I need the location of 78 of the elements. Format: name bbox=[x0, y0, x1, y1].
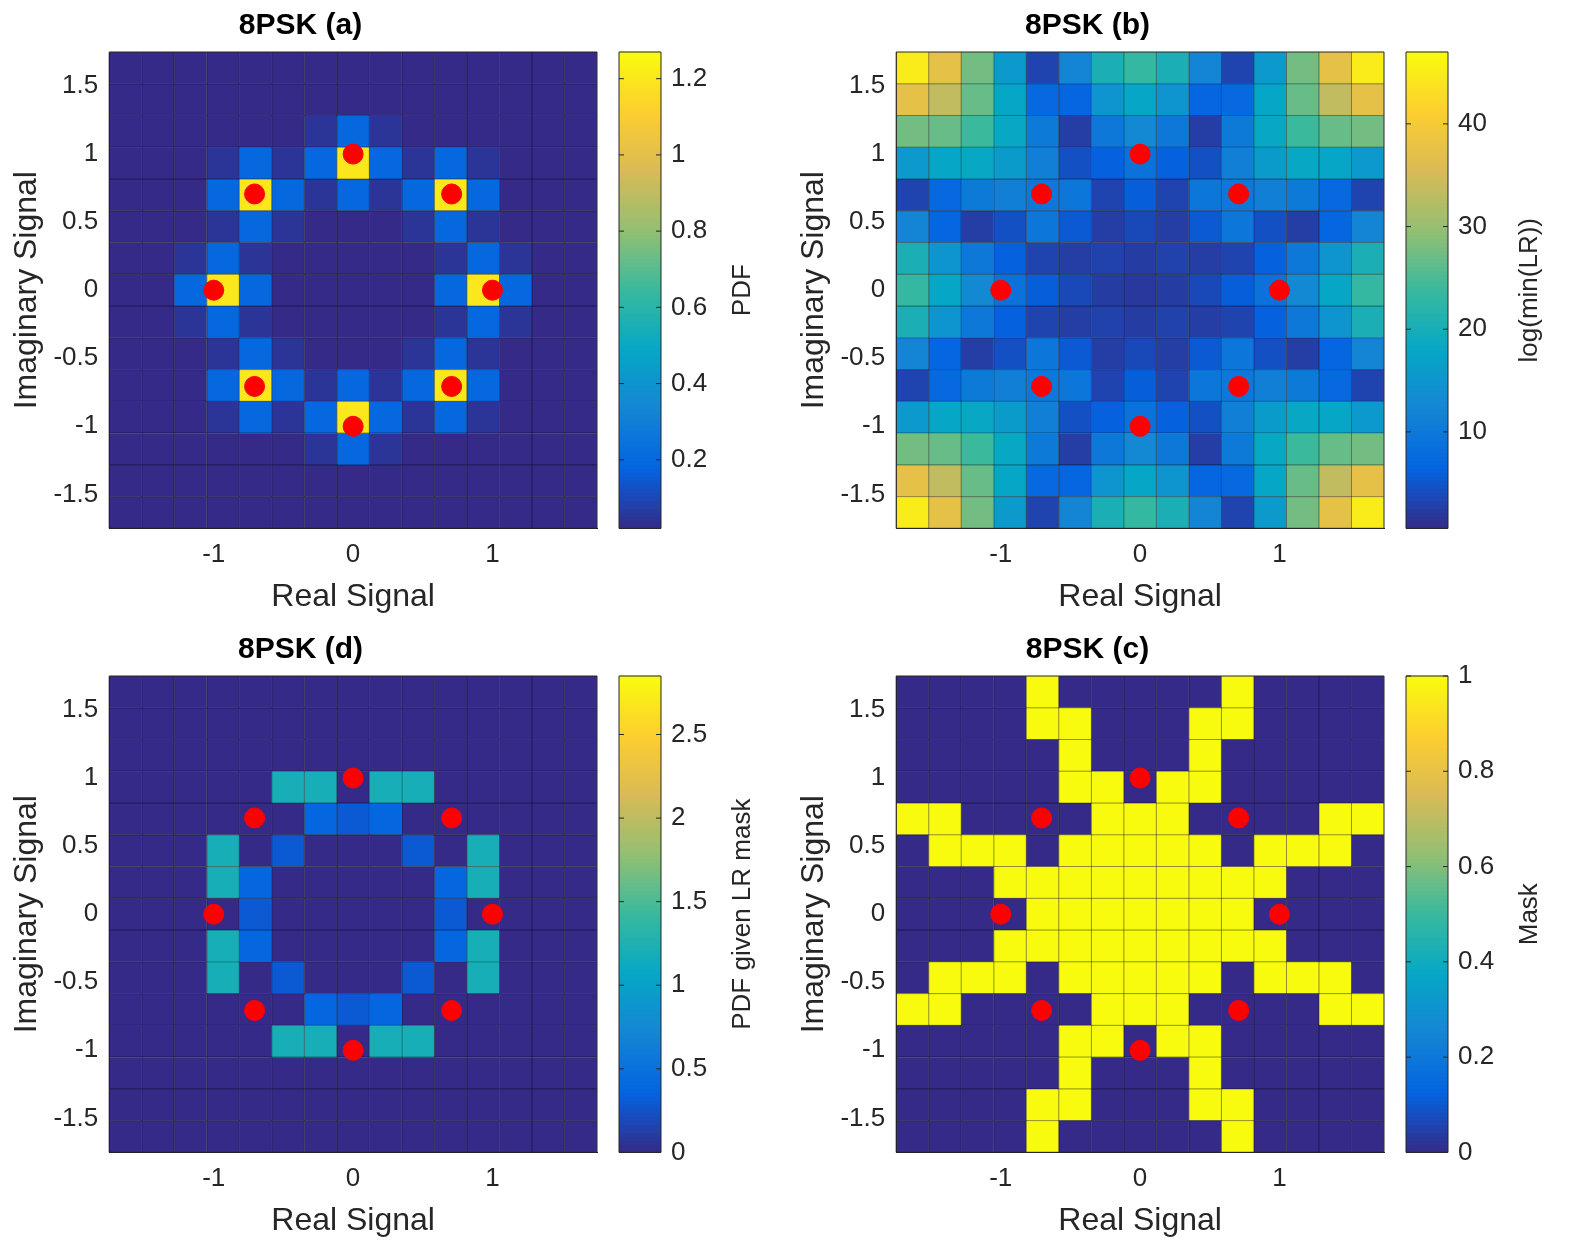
color-bar-label: 40 bbox=[1458, 107, 1487, 138]
y-tick-label: -0.5 bbox=[53, 965, 99, 996]
color-bar-label: 0.4 bbox=[671, 366, 708, 397]
y-tick-label: 0 bbox=[83, 273, 99, 304]
x-axis-title: Real Signal bbox=[271, 1200, 435, 1237]
y-tick-label: 1.5 bbox=[62, 693, 99, 724]
y-tick-label: 0.5 bbox=[849, 829, 886, 860]
y-tick-label: 1 bbox=[83, 137, 99, 168]
y-axis-title: Imaginary Signal bbox=[794, 171, 831, 410]
color-bar-label: 0.6 bbox=[671, 290, 708, 321]
y-tick-label: -1.5 bbox=[840, 1101, 886, 1132]
x-tick-label: -1 bbox=[202, 1162, 226, 1193]
color-bar-label: 0.8 bbox=[1458, 754, 1495, 785]
y-tick-label: 1 bbox=[870, 761, 886, 792]
y-tick-label: -1 bbox=[862, 409, 886, 440]
x-tick-label: 1 bbox=[485, 1162, 500, 1193]
color-bar-label: 2 bbox=[671, 801, 686, 832]
color-bar-label: 1 bbox=[671, 138, 686, 169]
y-tick-label: 1.5 bbox=[849, 69, 886, 100]
y-tick-label: 0.5 bbox=[62, 829, 99, 860]
y-tick-label: -1.5 bbox=[53, 477, 99, 508]
color-bar-title: log(min(LR)) bbox=[1513, 217, 1544, 363]
y-axis-title: Imaginary Signal bbox=[794, 795, 831, 1034]
color-bar-label: 0.2 bbox=[1458, 1040, 1495, 1071]
color-bar-label: 1.5 bbox=[671, 884, 708, 915]
y-tick-label: -0.5 bbox=[53, 341, 99, 372]
x-tick-label: 1 bbox=[1272, 1162, 1287, 1193]
y-tick-label: 0 bbox=[870, 273, 886, 304]
y-tick-label: -1.5 bbox=[53, 1101, 99, 1132]
color-bar-label: 0.6 bbox=[1458, 849, 1495, 880]
y-tick-label: 0 bbox=[870, 897, 886, 928]
y-tick-label: 1 bbox=[870, 137, 886, 168]
y-axis-title: Imaginary Signal bbox=[7, 171, 44, 410]
color-bar-title: Mask bbox=[1513, 882, 1544, 946]
y-tick-label: -1 bbox=[75, 409, 99, 440]
x-tick-label: 1 bbox=[485, 538, 500, 569]
color-bar-label: 10 bbox=[1458, 415, 1487, 446]
color-bar-label: 2.5 bbox=[671, 717, 708, 748]
y-tick-label: 0.5 bbox=[849, 205, 886, 236]
x-axis-title: Real Signal bbox=[1058, 576, 1222, 613]
color-bar-label: 0 bbox=[1458, 1135, 1473, 1166]
x-tick-label: 1 bbox=[1272, 538, 1287, 569]
x-tick-label: -1 bbox=[989, 1162, 1013, 1193]
x-tick-label: -1 bbox=[989, 538, 1013, 569]
color-bar-label: 30 bbox=[1458, 209, 1487, 240]
x-axis-title: Real Signal bbox=[271, 576, 435, 613]
color-bar-label: 0.5 bbox=[671, 1051, 708, 1082]
color-bar-label: 0.8 bbox=[671, 214, 708, 245]
y-tick-label: -1.5 bbox=[840, 477, 886, 508]
chart-title: 8PSK (a) bbox=[238, 7, 363, 41]
chart-title: 8PSK (b) bbox=[1024, 7, 1151, 41]
color-bar-label: 20 bbox=[1458, 312, 1487, 343]
color-bar-label: 0 bbox=[671, 1135, 686, 1166]
y-tick-label: -0.5 bbox=[840, 341, 886, 372]
chart-title: 8PSK (c) bbox=[1025, 631, 1150, 665]
y-axis-title: Imaginary Signal bbox=[7, 795, 44, 1034]
x-tick-label: -1 bbox=[202, 538, 226, 569]
y-tick-label: -0.5 bbox=[840, 965, 886, 996]
color-bar-label: 0.4 bbox=[1458, 945, 1495, 976]
x-tick-label: 0 bbox=[1132, 1162, 1148, 1193]
x-axis-title: Real Signal bbox=[1058, 1200, 1222, 1237]
x-tick-label: 0 bbox=[1132, 538, 1148, 569]
color-bar-label: 1 bbox=[1458, 659, 1473, 690]
x-tick-label: 0 bbox=[345, 538, 361, 569]
color-bar-label: 1.2 bbox=[671, 61, 708, 92]
y-tick-label: -1 bbox=[75, 1033, 99, 1064]
y-tick-label: 0 bbox=[83, 897, 99, 928]
color-bar-title: PDF given LR mask bbox=[726, 797, 757, 1030]
x-tick-label: 0 bbox=[345, 1162, 361, 1193]
color-bar-label: 0.2 bbox=[671, 442, 708, 473]
y-tick-label: 1.5 bbox=[62, 69, 99, 100]
y-tick-label: -1 bbox=[862, 1033, 886, 1064]
color-bar-title: PDF bbox=[726, 264, 757, 317]
chart-title: 8PSK (d) bbox=[237, 631, 364, 665]
y-tick-label: 0.5 bbox=[62, 205, 99, 236]
y-tick-label: 1 bbox=[83, 761, 99, 792]
y-tick-label: 1.5 bbox=[849, 693, 886, 724]
color-bar-label: 1 bbox=[671, 968, 686, 999]
